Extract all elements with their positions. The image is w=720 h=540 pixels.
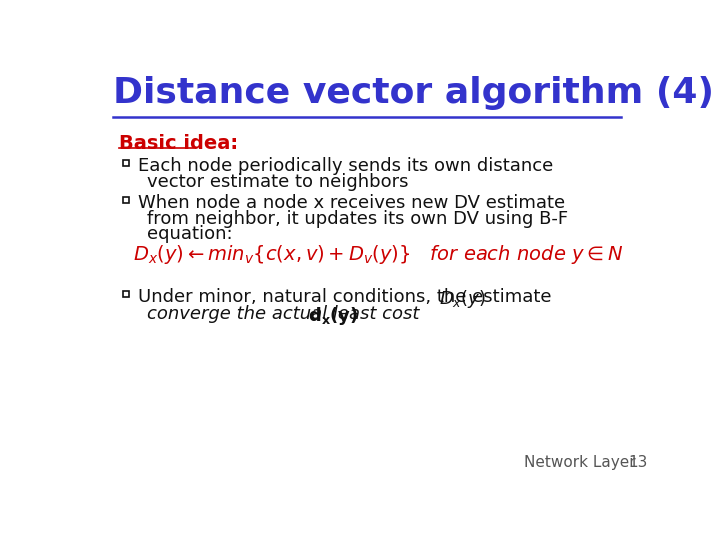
Bar xyxy=(122,197,129,204)
Text: from neighbor, it updates its own DV using B-F: from neighbor, it updates its own DV usi… xyxy=(148,210,569,227)
Text: vector estimate to neighbors: vector estimate to neighbors xyxy=(148,173,409,191)
Text: Basic idea:: Basic idea: xyxy=(120,134,238,153)
Text: Under minor, natural conditions, the estimate: Under minor, natural conditions, the est… xyxy=(138,288,557,306)
Text: equation:: equation: xyxy=(148,225,233,243)
Bar xyxy=(122,291,129,298)
Text: $\mathbf{d_x(y)}$: $\mathbf{d_x(y)}$ xyxy=(307,305,358,327)
Text: $D_x(y)$: $D_x(y)$ xyxy=(438,288,486,310)
Text: When node a node x receives new DV estimate: When node a node x receives new DV estim… xyxy=(138,194,565,212)
Bar xyxy=(122,160,129,166)
Text: 13: 13 xyxy=(629,455,648,470)
Text: converge the actual least cost: converge the actual least cost xyxy=(148,305,426,323)
Text: $D_x(y) \leftarrow min_v\{c(x,v) + D_v(y)\}$$\quad \mathit{for\ each\ node\ y \i: $D_x(y) \leftarrow min_v\{c(x,v) + D_v(y… xyxy=(132,244,624,266)
Text: Each node periodically sends its own distance: Each node periodically sends its own dis… xyxy=(138,157,553,175)
Text: Distance vector algorithm (4): Distance vector algorithm (4) xyxy=(113,76,714,110)
Text: Network Layer: Network Layer xyxy=(524,455,636,470)
